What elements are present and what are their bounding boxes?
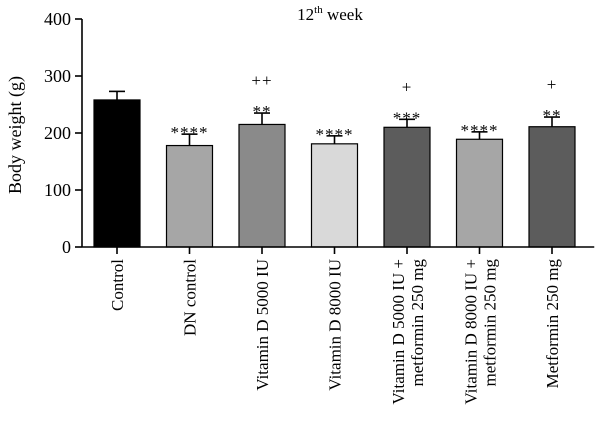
significance-label: + — [547, 75, 558, 94]
y-tick-label: 400 — [44, 9, 71, 29]
category-label: Vitamin D 8000 IU — [326, 259, 345, 391]
chart-title-word: week — [323, 5, 364, 24]
significance-label: ** — [253, 102, 272, 121]
significance-label: + — [402, 77, 413, 96]
bar — [455, 138, 504, 248]
bar-group: **** — [310, 125, 359, 248]
category-label-line: metformin 250 mg — [408, 259, 427, 387]
category-label-line: Vitamin D 5000 IU + — [389, 259, 408, 405]
bar — [383, 126, 431, 248]
bar-group: + *** — [383, 77, 431, 248]
category-labels: Control DN control Vitamin D 5000 IU Vitami… — [108, 259, 562, 405]
y-tick-label: 100 — [44, 180, 71, 200]
y-tick-label: 300 — [44, 66, 71, 86]
bar-group: + ** — [528, 75, 576, 248]
category-label-line: Vitamin D 5000 IU — [253, 259, 272, 391]
category-label: Control — [108, 259, 127, 311]
category-label-line: Metformin 250 mg — [543, 259, 562, 389]
category-label: Metformin 250 mg — [543, 259, 562, 389]
category-label-line: metformin 250 mg — [481, 259, 500, 387]
y-tick-label: 0 — [62, 237, 71, 257]
category-label: DN control — [181, 259, 200, 336]
category-label-line: Vitamin D 8000 IU + — [462, 259, 481, 405]
significance-label: **** — [171, 123, 209, 142]
y-tick-label: 200 — [44, 123, 71, 143]
bar — [93, 99, 141, 248]
significance-label: ** — [543, 106, 562, 125]
bar — [528, 126, 576, 248]
significance-label: **** — [316, 125, 354, 144]
x-axis — [82, 246, 595, 254]
category-label-line: Vitamin D 8000 IU — [326, 259, 345, 391]
chart-title-superscript: th — [314, 4, 323, 16]
significance-label: ++ — [251, 71, 272, 90]
bar-group: **** — [455, 121, 504, 248]
category-label: Vitamin D 5000 IU +metformin 250 mg — [389, 259, 427, 405]
bar — [238, 123, 286, 248]
significance-label: **** — [461, 121, 499, 140]
category-label-line: DN control — [181, 259, 200, 336]
bar-group — [93, 90, 141, 248]
bar-group: ++ ** — [238, 71, 286, 248]
category-label-line: Control — [108, 259, 127, 311]
chart-title-number: 12 — [297, 5, 314, 24]
significance-label: *** — [393, 108, 422, 127]
category-label: Vitamin D 5000 IU — [253, 259, 272, 391]
category-label: Vitamin D 8000 IU +metformin 250 mg — [462, 259, 500, 405]
bars-group: ****++******+*******+** — [93, 71, 576, 248]
y-axis-title: Body weight (g) — [5, 76, 26, 194]
bar-group: **** — [165, 123, 214, 248]
bar — [165, 144, 214, 248]
chart-title: 12th week — [297, 4, 363, 24]
bar — [310, 143, 359, 248]
y-axis: 0 100 200 300 400 — [44, 9, 83, 257]
